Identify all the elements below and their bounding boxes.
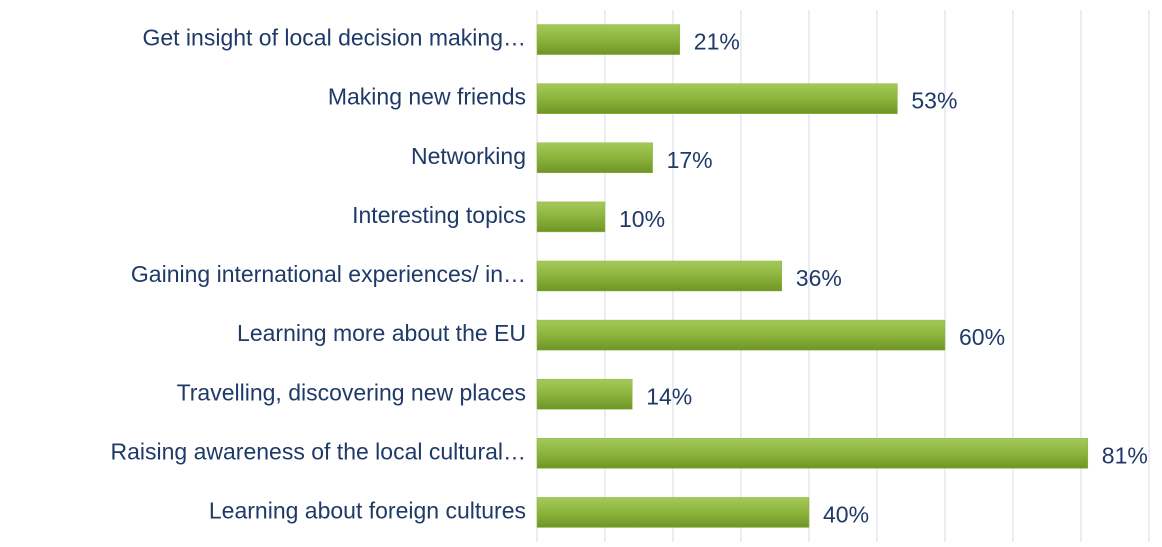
- value-label: 10%: [619, 206, 665, 232]
- bar: [536, 142, 653, 174]
- category-label: Making new friends: [328, 84, 526, 110]
- category-label: Learning about foreign cultures: [209, 498, 526, 524]
- bar: [536, 497, 810, 528]
- value-label: 14%: [646, 383, 692, 409]
- category-label: Travelling, discovering new places: [177, 379, 526, 405]
- category-label: Networking: [411, 143, 526, 169]
- bar: [536, 201, 606, 233]
- value-label: 40%: [823, 502, 869, 528]
- value-label: 60%: [959, 324, 1005, 350]
- category-label: Gaining international experiences/ in…: [131, 261, 526, 287]
- bar: [536, 260, 783, 292]
- value-label: 21%: [694, 29, 740, 55]
- value-label: 17%: [667, 147, 713, 173]
- bar: [536, 378, 633, 410]
- bar: [536, 438, 1089, 469]
- value-label: 81%: [1102, 442, 1148, 468]
- bar: [536, 24, 681, 55]
- category-label: Learning more about the EU: [237, 320, 526, 346]
- bar: [536, 83, 898, 114]
- bar: [536, 319, 946, 351]
- value-label: 53%: [911, 88, 957, 114]
- category-label: Get insight of local decision making…: [142, 25, 526, 51]
- value-label: 36%: [796, 265, 842, 291]
- category-label: Interesting topics: [352, 202, 526, 228]
- category-label: Raising awareness of the local cultural…: [111, 438, 526, 464]
